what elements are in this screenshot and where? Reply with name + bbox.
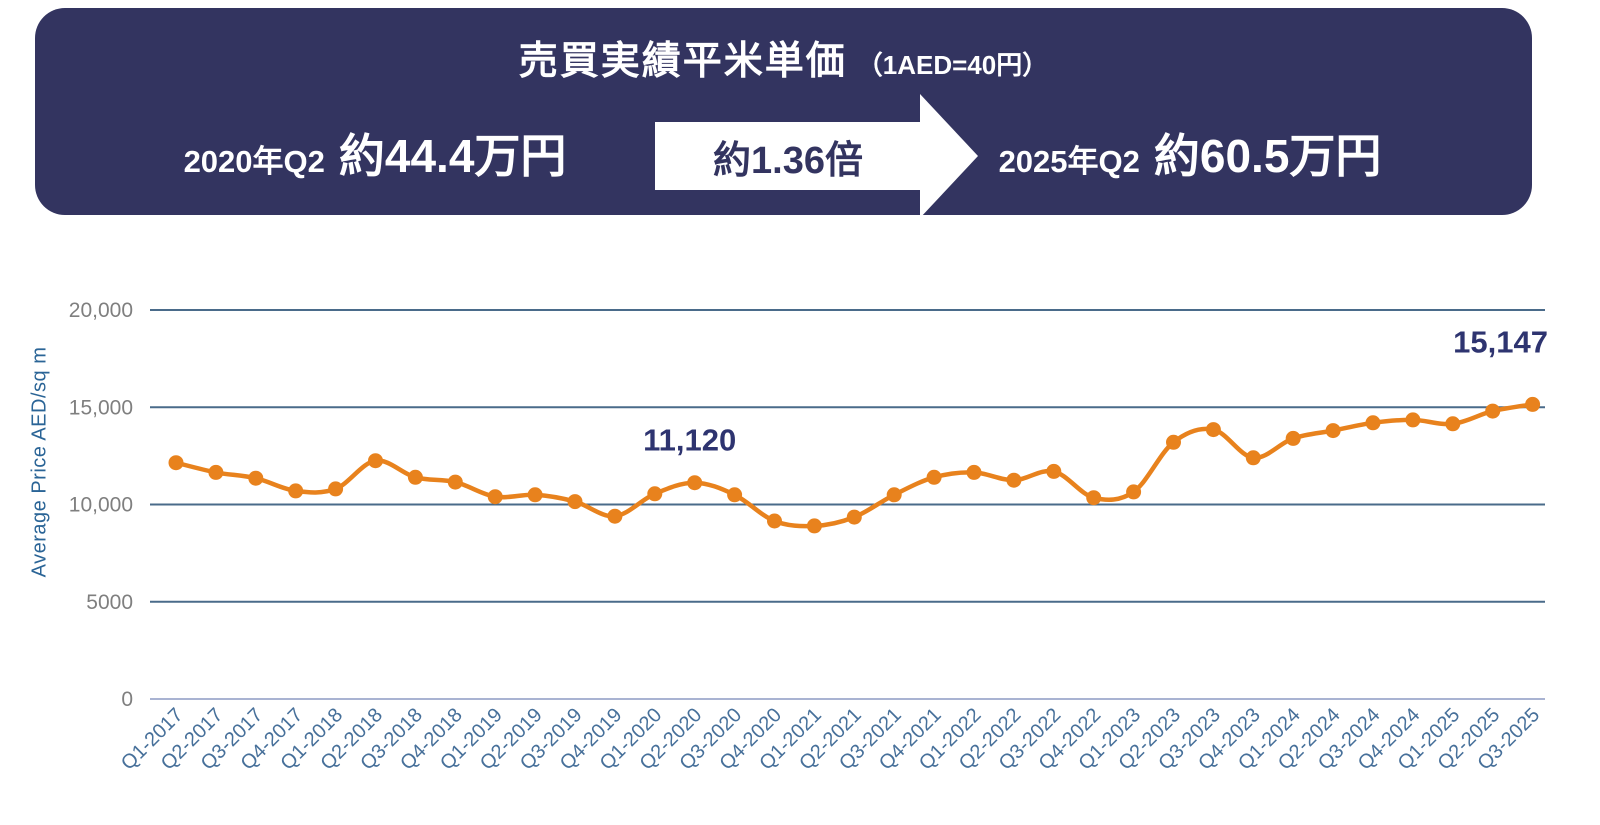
y-tick-label: 0 <box>121 688 133 711</box>
data-point <box>1086 490 1102 506</box>
data-point <box>1006 472 1022 488</box>
end-value: 約60.5万円 <box>1153 130 1382 182</box>
data-point <box>1525 396 1541 412</box>
data-point <box>966 464 982 480</box>
y-tick-label: 15,000 <box>69 396 133 419</box>
data-point <box>806 518 822 534</box>
data-point <box>1285 430 1301 446</box>
data-point <box>1365 415 1381 431</box>
data-point <box>1405 412 1421 428</box>
data-point <box>846 509 862 525</box>
y-tick-label: 5000 <box>86 591 133 614</box>
header-banner: 売買実績平米単価 （1AED=40円） 2020年Q2 約44.4万円 約1.3… <box>35 8 1532 218</box>
start-period: 2020年Q2 <box>183 144 325 179</box>
growth-multiplier: 約1.36倍 <box>713 139 863 182</box>
data-point <box>647 486 663 502</box>
data-point <box>407 469 423 485</box>
y-tick-label: 20,000 <box>69 299 133 322</box>
exchange-rate-note: （1AED=40円） <box>856 50 1049 80</box>
point-annotation: 11,120 <box>643 423 736 458</box>
y-axis-title: Average Price AED/sq m <box>28 346 51 578</box>
end-period: 2025年Q2 <box>998 144 1140 179</box>
data-point <box>886 487 902 503</box>
data-point <box>1126 484 1142 500</box>
data-point <box>248 470 264 486</box>
point-annotation: 15,147 <box>1453 324 1548 359</box>
data-point <box>1205 422 1221 438</box>
y-tick-label: 10,000 <box>69 494 133 517</box>
data-point <box>926 469 942 485</box>
banner-title: 売買実績平米単価 （1AED=40円） <box>35 30 1532 90</box>
data-point <box>527 487 543 503</box>
data-point <box>288 483 304 499</box>
data-point <box>1445 416 1461 432</box>
growth-arrow-head-icon <box>920 94 978 218</box>
growth-arrow: 約1.36倍 <box>655 122 921 190</box>
data-point <box>487 489 503 505</box>
start-stat: 2020年Q2 約44.4万円 <box>135 120 615 190</box>
data-point <box>447 474 463 490</box>
data-point <box>328 481 344 497</box>
data-point <box>1046 463 1062 479</box>
data-point <box>1245 450 1261 466</box>
data-point <box>1325 423 1341 439</box>
chart-title: 売買実績平米単価 <box>518 40 847 83</box>
data-point <box>567 494 583 510</box>
data-point <box>1485 403 1501 419</box>
data-point <box>767 513 782 529</box>
data-point <box>687 475 703 491</box>
data-point <box>208 464 224 480</box>
data-point <box>607 508 623 524</box>
data-point <box>1166 434 1181 450</box>
data-point <box>368 453 383 469</box>
data-point <box>727 487 743 503</box>
data-point <box>168 455 184 471</box>
start-value: 約44.4万円 <box>338 130 567 182</box>
end-stat: 2025年Q2 約60.5万円 <box>960 120 1420 190</box>
